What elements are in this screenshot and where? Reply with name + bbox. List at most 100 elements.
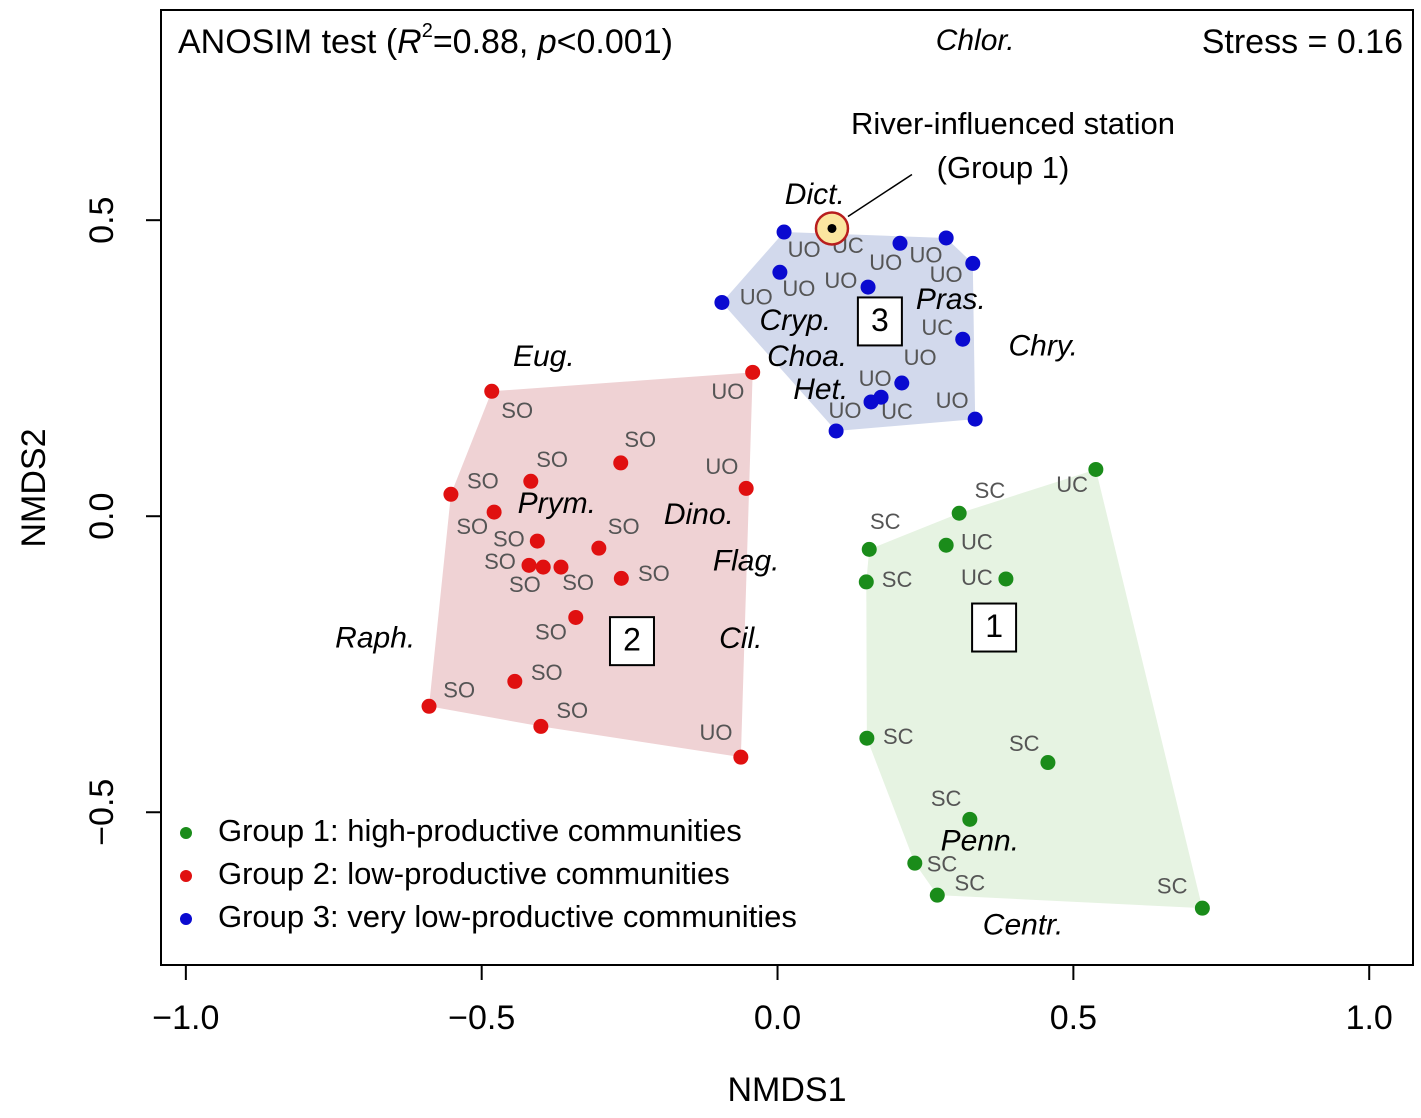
station-label: SC xyxy=(927,851,958,876)
taxon-label: Penn. xyxy=(941,824,1019,857)
taxon-label: Dict. xyxy=(785,178,845,211)
text: R xyxy=(397,23,422,61)
taxon-label: Centr. xyxy=(983,908,1064,941)
point xyxy=(962,811,978,827)
highlight-point xyxy=(827,223,837,233)
point xyxy=(535,559,551,575)
x-axis-label: NMDS1 xyxy=(727,1071,846,1109)
annotation-text: River-influenced station xyxy=(851,106,1175,141)
station-label: UO xyxy=(699,720,732,745)
station-label: UO xyxy=(740,285,773,310)
point xyxy=(892,235,908,251)
taxon-label: Het. xyxy=(793,373,848,406)
group-box xyxy=(971,602,1018,653)
point xyxy=(859,730,875,746)
point xyxy=(745,364,761,380)
point xyxy=(951,505,967,521)
station-label: SC xyxy=(883,724,914,749)
hull-layer xyxy=(429,232,1203,909)
station-label: SO xyxy=(624,427,656,452)
point xyxy=(591,540,607,556)
text: p xyxy=(537,23,557,61)
point xyxy=(967,411,983,427)
station-label: UO xyxy=(828,398,861,423)
station-label: SO xyxy=(556,698,588,723)
station-label: SO xyxy=(531,660,563,685)
point xyxy=(523,473,539,489)
point xyxy=(568,609,584,625)
text: =0.88, xyxy=(433,23,538,61)
taxon-label: Cil. xyxy=(719,622,762,655)
point xyxy=(738,480,754,496)
main-layer: Chlor. Dict. Pras. Cryp. Chry. Choa. Eug. Het. P… xyxy=(335,24,1210,941)
point xyxy=(955,331,971,347)
group-number: 1 xyxy=(985,608,1003,644)
point xyxy=(507,673,523,689)
station-label: SO xyxy=(608,514,640,539)
taxon-label: Prym. xyxy=(518,487,596,520)
station-label: SO xyxy=(638,561,670,586)
point xyxy=(938,230,954,246)
station-label: SC xyxy=(955,870,986,895)
point xyxy=(613,570,629,586)
station-label: SO xyxy=(535,619,567,644)
legend-marker xyxy=(180,870,192,882)
point xyxy=(894,375,910,391)
y-tick-label: −0.5 xyxy=(83,779,121,846)
point xyxy=(714,294,730,310)
taxon-label: Raph. xyxy=(335,621,415,654)
point xyxy=(421,698,437,714)
y-tick-label: 0.5 xyxy=(83,197,121,244)
point xyxy=(873,389,889,405)
station-label: UO xyxy=(788,237,821,262)
point xyxy=(938,537,954,553)
station-label: SC xyxy=(1009,731,1040,756)
station-label: UO xyxy=(711,379,744,404)
point xyxy=(529,533,545,549)
station-label: UC xyxy=(921,315,953,340)
taxon-label: Cryp. xyxy=(759,304,831,337)
station-label: UC xyxy=(961,565,993,590)
point xyxy=(776,224,792,240)
station-label: SO xyxy=(467,468,499,493)
taxon-label: Eug. xyxy=(513,340,575,373)
x-tick-label: 1.0 xyxy=(1346,999,1393,1037)
station-label: UC xyxy=(881,399,913,424)
station-label: SO xyxy=(456,514,488,539)
point xyxy=(484,383,500,399)
legend-label: Group 2: low-productive communities xyxy=(218,856,730,891)
group-box xyxy=(856,296,903,347)
station-label: UO xyxy=(910,243,943,268)
text: ANOSIM test ( xyxy=(178,23,398,61)
point xyxy=(553,559,569,575)
point xyxy=(929,887,945,903)
point xyxy=(965,255,981,271)
legend-marker xyxy=(180,913,192,925)
y-axis-label: NMDS2 xyxy=(15,428,53,547)
legend-label: Group 1: high-productive communities xyxy=(218,813,742,848)
point xyxy=(861,541,877,557)
annotation-text: (Group 1) xyxy=(937,150,1070,185)
legend-marker xyxy=(180,827,192,839)
station-label: SO xyxy=(509,572,541,597)
point xyxy=(907,855,923,871)
text: 2 xyxy=(422,20,433,42)
point xyxy=(1040,755,1056,771)
station-label: UO xyxy=(782,276,815,301)
taxon-label: Choa. xyxy=(767,340,847,373)
station-label: UO xyxy=(824,268,857,293)
annotation-leader xyxy=(847,173,913,218)
x-tick-label: 0.0 xyxy=(754,999,801,1037)
taxon-label: Chry. xyxy=(1008,329,1077,362)
taxon-label: Chlor. xyxy=(936,24,1015,57)
group-hull xyxy=(429,372,753,758)
point xyxy=(1088,461,1104,477)
point xyxy=(998,571,1014,587)
point xyxy=(613,455,629,471)
point xyxy=(533,718,549,734)
taxon-label: Flag. xyxy=(713,544,780,577)
station-label: UO xyxy=(904,345,937,370)
legend-label: Group 3: very low-productive communities xyxy=(218,899,797,934)
group-hull xyxy=(866,469,1203,909)
